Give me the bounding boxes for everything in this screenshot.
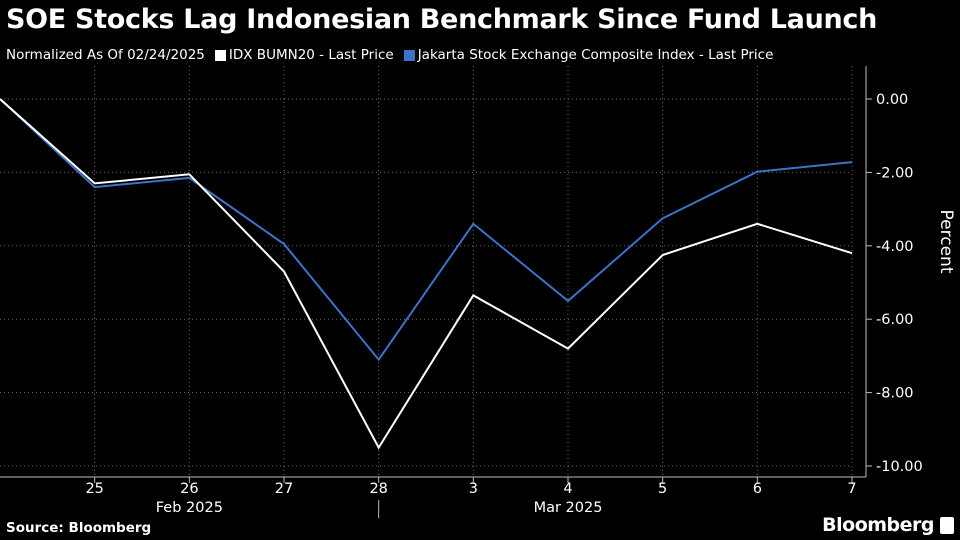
brand-logo: Bloomberg [822, 514, 954, 536]
y-tick-label: -2.00 [876, 165, 914, 181]
x-tick-label: 4 [563, 481, 572, 497]
series-line-bumn20 [0, 98, 853, 450]
x-period-label: Mar 2025 [534, 500, 603, 516]
y-tick-label: -6.00 [876, 312, 914, 328]
y-tick-label: -10.00 [876, 459, 923, 475]
x-period-label: Feb 2025 [156, 500, 223, 516]
bloomberg-mark-icon [940, 516, 954, 534]
x-tick-label: 3 [469, 481, 478, 497]
source-note: Source: Bloomberg [6, 520, 152, 536]
series-line-jci [0, 98, 853, 362]
legend: Normalized As Of 02/24/2025 IDX BUMN20 -… [6, 47, 773, 63]
x-tick-label: 26 [180, 481, 198, 497]
y-tick-label: 0.00 [876, 92, 908, 108]
legend-swatch-bumn20 [214, 49, 226, 61]
x-tick-label: 6 [753, 481, 762, 497]
x-tick-label: 5 [658, 481, 667, 497]
y-tick-label: -8.00 [876, 386, 914, 402]
y-axis-label: Percent [936, 210, 956, 274]
x-tick-label: 25 [85, 481, 103, 497]
x-tick-label: 7 [847, 481, 856, 497]
brand-name: Bloomberg [822, 514, 934, 536]
legend-item-jci: Jakarta Stock Exchange Composite Index -… [403, 47, 774, 63]
legend-label-bumn20: IDX BUMN20 - Last Price [228, 47, 394, 63]
y-tick-label: -4.00 [876, 239, 914, 255]
legend-label-jci: Jakarta Stock Exchange Composite Index -… [417, 47, 774, 63]
x-tick-label: 27 [275, 481, 293, 497]
legend-swatch-jci [403, 49, 415, 61]
chart-title: SOE Stocks Lag Indonesian Benchmark Sinc… [6, 4, 878, 35]
legend-item-bumn20: IDX BUMN20 - Last Price [214, 47, 394, 63]
legend-note: Normalized As Of 02/24/2025 [6, 47, 205, 63]
x-tick-label: 28 [369, 481, 387, 497]
